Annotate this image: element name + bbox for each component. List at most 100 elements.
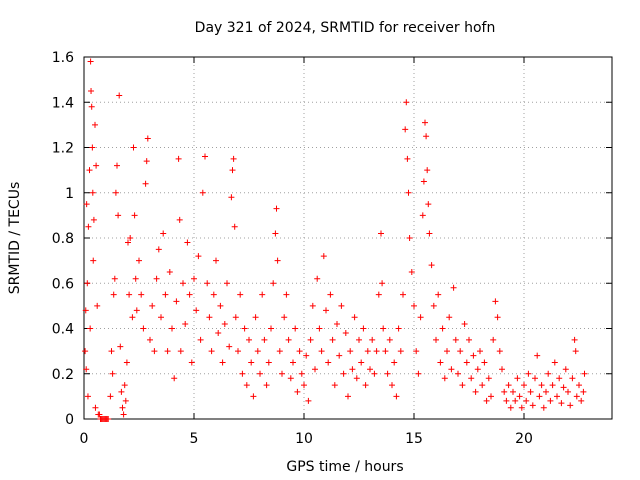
data-point <box>204 280 211 287</box>
data-point <box>281 314 288 321</box>
data-point <box>472 388 479 395</box>
data-point <box>235 348 241 355</box>
data-point <box>463 359 470 366</box>
data-point <box>151 348 158 355</box>
data-point <box>143 158 150 165</box>
data-point <box>184 239 191 246</box>
data-point <box>303 352 310 359</box>
data-point <box>265 359 272 366</box>
data-point <box>351 314 358 321</box>
data-point <box>243 382 250 389</box>
data-point <box>404 155 411 162</box>
data-point <box>279 370 285 377</box>
data-point <box>140 325 147 332</box>
data-point <box>193 307 200 314</box>
data-point <box>345 393 351 400</box>
y-axis-label: SRMTID / TECUs <box>7 182 23 295</box>
data-point <box>446 314 453 321</box>
data-point <box>312 366 318 373</box>
data-point <box>580 388 587 395</box>
data-point <box>543 388 549 395</box>
data-point <box>87 58 94 65</box>
data-point <box>144 135 151 142</box>
data-point <box>373 348 380 355</box>
data-point <box>268 325 274 332</box>
x-tick-label: 10 <box>295 431 313 447</box>
data-point <box>413 348 420 355</box>
data-point <box>479 382 486 389</box>
data-point <box>92 404 99 411</box>
data-point <box>417 314 424 321</box>
data-point <box>389 382 395 389</box>
data-point <box>331 382 338 389</box>
data-point <box>182 320 189 327</box>
data-point <box>83 366 90 373</box>
y-tick-label: 1.4 <box>52 95 74 111</box>
data-point <box>90 257 97 264</box>
axis-ticks: 0 0.2 0.4 0.6 0.8 1 1.2 1.4 1.6 0 5 10 15 20 <box>52 50 612 447</box>
data-point <box>155 246 162 253</box>
data-point <box>560 384 567 391</box>
data-point <box>375 291 382 298</box>
data-point <box>130 144 137 151</box>
data-point <box>402 126 409 133</box>
data-point <box>581 370 588 377</box>
data-point <box>336 352 343 359</box>
data-point <box>270 280 277 287</box>
data-point <box>439 325 446 332</box>
data-point <box>84 393 91 400</box>
data-point <box>276 348 283 355</box>
data-point <box>393 393 400 400</box>
data-point <box>199 189 206 196</box>
data-point <box>554 393 560 400</box>
data-point <box>499 366 505 373</box>
data-point <box>86 167 93 174</box>
data-point <box>287 375 294 382</box>
data-point <box>87 325 94 332</box>
data-point <box>334 320 340 327</box>
data-point <box>283 291 290 298</box>
data-point <box>84 280 91 287</box>
data-point <box>507 404 514 411</box>
data-point <box>360 325 367 332</box>
data-point <box>523 397 530 404</box>
data-point <box>510 388 516 395</box>
data-point <box>466 336 472 343</box>
data-point <box>490 336 497 343</box>
data-point <box>131 212 138 219</box>
data-point <box>367 366 373 373</box>
data-point <box>540 404 547 411</box>
data-point <box>505 382 512 389</box>
data-point <box>567 402 574 409</box>
data-point <box>349 366 356 373</box>
data-point <box>114 162 120 169</box>
data-point <box>208 348 215 355</box>
data-point <box>425 201 432 208</box>
data-point <box>485 375 492 382</box>
data-point <box>117 343 124 350</box>
data-point <box>149 302 156 309</box>
data-point <box>125 239 131 246</box>
data-point <box>88 103 95 110</box>
data-point <box>133 307 140 314</box>
data-point <box>298 370 305 377</box>
y-tick-label: 0.4 <box>52 322 74 338</box>
data-point <box>501 388 508 395</box>
data-point <box>325 359 332 366</box>
data-point <box>237 291 244 298</box>
data-point <box>514 375 521 382</box>
data-point <box>512 397 519 404</box>
data-point <box>132 275 139 282</box>
data-point <box>107 393 114 400</box>
y-tick-label: 1.2 <box>52 141 74 157</box>
x-tick-label: 20 <box>515 431 533 447</box>
data-point <box>294 388 301 395</box>
data-point <box>556 375 563 382</box>
data-point <box>529 402 536 409</box>
data-point <box>380 325 387 332</box>
data-point <box>503 397 510 404</box>
data-point <box>309 302 316 309</box>
data-point <box>457 348 464 355</box>
data-point <box>340 370 347 377</box>
data-point <box>576 382 582 389</box>
